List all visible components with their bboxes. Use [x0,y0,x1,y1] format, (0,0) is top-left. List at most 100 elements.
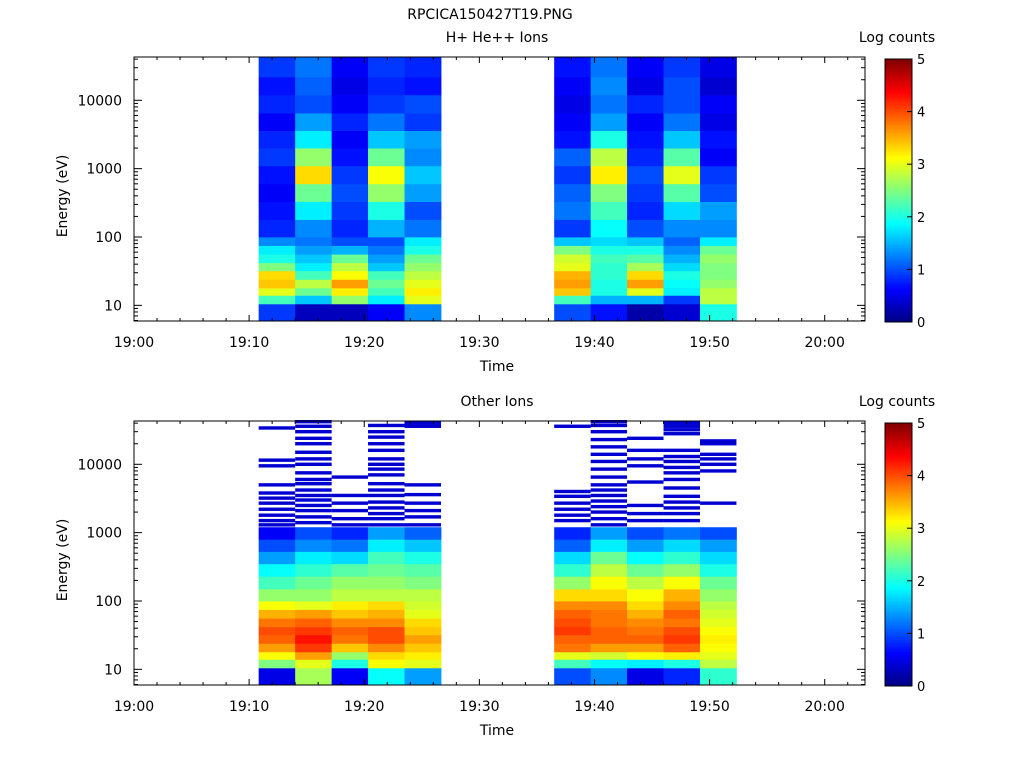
colorbar-segment [885,214,912,218]
colorbar-segment [885,473,912,477]
heatmap-line [663,486,701,490]
colorbar-segment [885,256,912,259]
heatmap-line [368,493,405,498]
heatmap-cell [404,113,442,132]
heatmap-line [590,510,628,514]
colorbar-segment [885,120,912,124]
colorbar-segment [885,315,912,319]
colorbar-segment [885,479,912,483]
colorbar-segment [885,550,912,553]
colorbar-segment [885,558,912,562]
heatmap-cell [295,618,333,628]
heatmap-cell [404,659,442,669]
heatmap-cell [258,287,296,296]
colorbar-segment [885,124,912,128]
x-axis: 19:00 19:10 19:20 19:30 19:40 19:50 20:00 [114,421,849,715]
heatmap-line [663,477,701,482]
colorbar-segment [885,501,912,505]
colorbar-segment [885,484,912,488]
heatmap-line [663,471,701,475]
colorbar-segment [885,142,912,145]
colorbar-segment [885,604,912,608]
colorbar-segment [885,227,912,231]
colorbar-segment [885,109,912,113]
colorbar-segment [885,569,912,573]
heatmap-line [368,488,405,492]
heatmap-cell [554,600,592,610]
colorbar-tick-label: 4 [917,106,925,121]
colorbar-segment [885,541,912,545]
heatmap-cell [590,651,628,660]
heatmap-line [331,493,369,498]
colorbar-segment [885,319,912,323]
heatmap-cell [554,303,592,321]
heatmap-line [258,458,296,462]
colorbar-segment [885,205,912,209]
heatmap-line [590,493,628,498]
colorbar-segment [885,146,912,150]
heatmap-cell [368,651,405,660]
heatmap-cell [331,279,369,289]
colorbar-tick-label: 3 [917,522,925,537]
heatmap-cell [590,295,628,305]
colorbar-segment [885,245,912,248]
heatmap-cell [368,588,405,602]
heatmap-line [295,477,332,482]
heatmap-cell [554,279,592,289]
heatmap-cell [700,245,737,255]
heatmap-cell [404,165,442,185]
heatmap-cell [663,165,701,185]
heatmap-cell [368,539,405,552]
colorbar-segment [885,506,912,509]
heatmap-line [368,467,405,471]
heatmap-line [331,508,369,513]
heatmap-cell [258,270,296,280]
colorbar-segment [885,449,912,452]
heatmap-cell [368,295,405,305]
heatmap-cell [663,219,701,238]
heatmap-cell [590,130,628,149]
heatmap-cell [295,254,333,264]
colorbar-segment [885,596,912,599]
heatmap-cell [590,576,628,590]
heatmap-cell [295,551,333,565]
heatmap-cell [368,57,405,78]
heatmap-cell [258,57,296,78]
heatmap-line [700,469,737,473]
colorbar-segment [885,317,912,321]
heatmap-cell [258,113,296,132]
heatmap-line [295,424,332,428]
colorbar-segment [885,637,912,641]
colorbar-segment [885,469,912,472]
heatmap-cell [331,148,369,167]
heatmap-cell [404,270,442,280]
heatmap-cell [404,551,442,565]
heatmap-line [627,448,664,453]
heatmap-cell [700,618,737,628]
heatmap-cell [258,76,296,96]
colorbar-segment [885,631,912,634]
heatmap-line [404,508,442,513]
heatmap-cell [258,279,296,289]
colorbar-segment [885,293,912,297]
heatmap-cell [295,659,333,669]
heatmap-cell [404,219,442,238]
heatmap-cell [663,270,701,280]
colorbar-segment [885,493,912,496]
colorbar-tick-label: 1 [917,627,925,642]
heatmap-cell [590,667,628,685]
colorbar-segment [885,155,912,159]
heatmap-cell [663,651,701,660]
heatmap-line [258,523,296,527]
heatmap-cell [700,219,737,238]
heatmap-cell [258,219,296,238]
heatmap-cell [368,563,405,577]
colorbar-tick-label: 0 [917,680,925,695]
heatmap-cell [627,201,664,220]
colorbar-segment [885,210,912,213]
heatmap-cell [590,165,628,185]
heatmap-cell [700,254,737,264]
colorbar-segment [885,460,912,463]
heatmap-cell [331,295,369,305]
heatmap-line [368,473,405,477]
